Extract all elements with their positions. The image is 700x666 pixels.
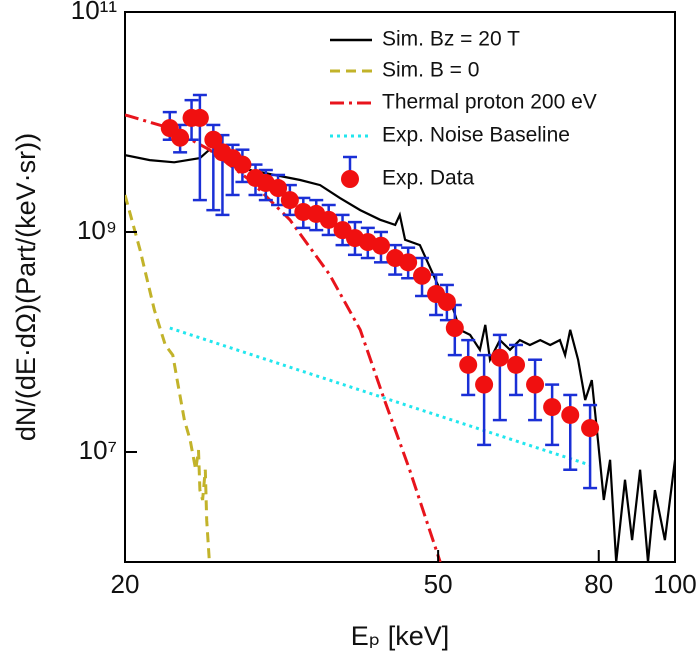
data-point <box>526 375 545 394</box>
data-point <box>233 155 252 174</box>
legend-label: Exp. Noise Baseline <box>382 124 570 147</box>
y-tick-label: 10¹¹ <box>71 0 118 25</box>
data-point <box>371 236 390 255</box>
data-point <box>507 355 526 374</box>
data-point <box>190 108 209 127</box>
x-tick-label: 50 <box>424 569 453 599</box>
series-line <box>125 148 675 562</box>
error-bar <box>477 353 492 447</box>
plot-frame <box>124 11 676 563</box>
legend-marker <box>341 170 359 188</box>
data-point <box>204 130 223 149</box>
y-tick-label: 10⁹ <box>77 215 117 245</box>
error-bar <box>583 403 598 490</box>
legend-label: Sim. Bz = 20 T <box>382 28 520 51</box>
data-point <box>269 179 288 198</box>
data-point <box>171 128 190 147</box>
data-point <box>490 348 509 367</box>
data-point <box>280 191 299 210</box>
data-point <box>437 293 456 312</box>
data-point <box>445 319 464 338</box>
x-axis-label: Eₚ [keV] <box>351 621 450 651</box>
data-point <box>543 398 562 417</box>
legend-label: Thermal proton 200 eV <box>382 91 597 114</box>
data-point <box>561 405 580 424</box>
series-line <box>125 113 442 562</box>
data-point <box>399 253 418 272</box>
legend-label: Exp. Data <box>382 167 475 190</box>
data-point <box>413 266 432 285</box>
series-line <box>169 326 591 467</box>
legend-label: Sim. B = 0 <box>382 59 479 82</box>
data-point <box>459 355 478 374</box>
data-point <box>319 210 338 229</box>
plot-area <box>125 93 675 562</box>
x-tick-label: 80 <box>584 569 613 599</box>
x-tick-label: 100 <box>653 569 696 599</box>
data-point <box>581 419 600 438</box>
data-point <box>475 375 494 394</box>
series-line <box>125 194 211 562</box>
y-tick-label: 10⁷ <box>79 435 117 465</box>
y-axis-label: dN/(dE·dΩ)(Part/(keV·sr)) <box>11 133 41 441</box>
x-tick-label: 20 <box>111 569 140 599</box>
